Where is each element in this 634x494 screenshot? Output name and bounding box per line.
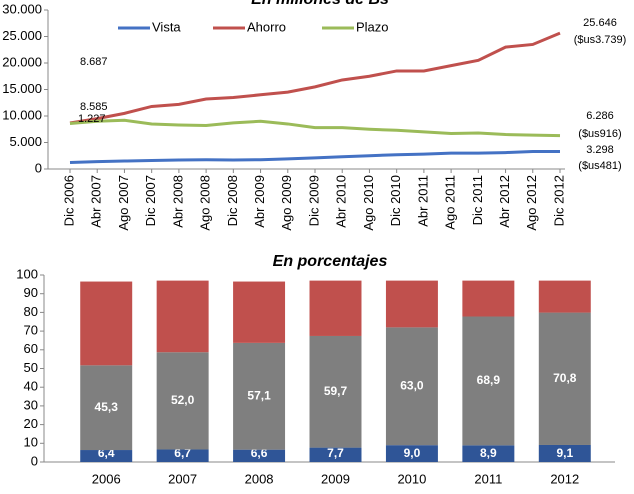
x-tick-label: 2012 bbox=[550, 471, 579, 486]
x-tick-label: Dic 2006 bbox=[61, 175, 76, 226]
y-tick-label: 5.000 bbox=[9, 134, 42, 149]
line-series bbox=[69, 118, 561, 138]
chart-title: En porcentajes bbox=[273, 253, 388, 270]
bar-segment bbox=[385, 280, 438, 328]
bar-segment bbox=[462, 280, 515, 317]
x-tick-label: Dic 2009 bbox=[306, 175, 321, 226]
annotation: ($us3.739) bbox=[574, 34, 627, 46]
legend-label: Plazo bbox=[356, 19, 389, 34]
annotation: 6.286 bbox=[586, 110, 614, 122]
y-tick-label: 20 bbox=[24, 416, 38, 431]
annotation: 3.298 bbox=[586, 144, 614, 156]
y-tick-label: 0 bbox=[31, 453, 38, 468]
bar-label: 63,0 bbox=[400, 378, 424, 392]
y-tick-label: 25.000 bbox=[2, 28, 42, 43]
legend-label: Vista bbox=[152, 19, 181, 34]
bar-label: 52,0 bbox=[171, 393, 195, 407]
bar-label: 57,1 bbox=[247, 388, 271, 402]
y-tick-label: 0 bbox=[35, 160, 42, 175]
x-tick-label: 2010 bbox=[397, 471, 426, 486]
x-tick-label: Dic 2011 bbox=[470, 175, 485, 225]
bar-segment bbox=[538, 312, 591, 445]
y-tick-label: 10.000 bbox=[2, 107, 42, 122]
bar-segment bbox=[156, 280, 209, 353]
y-tick-label: 90 bbox=[24, 285, 38, 300]
bar-segment bbox=[309, 447, 362, 462]
bar-segment bbox=[462, 445, 515, 462]
bar-label: 8,9 bbox=[480, 446, 497, 460]
bar-label: 6,6 bbox=[251, 446, 268, 460]
y-tick-label: 40 bbox=[24, 379, 38, 394]
bar-segment bbox=[538, 280, 591, 313]
bar-label: 70,8 bbox=[553, 371, 577, 385]
bar-segment bbox=[309, 280, 362, 336]
y-tick-label: 100 bbox=[16, 266, 38, 281]
x-tick-label: Ago 2008 bbox=[198, 175, 213, 231]
y-tick-label: 80 bbox=[24, 304, 38, 319]
x-tick-label: Abr 2008 bbox=[170, 175, 185, 228]
x-tick-label: Abr 2010 bbox=[334, 175, 349, 228]
x-tick-label: Abr 2011 bbox=[415, 175, 430, 227]
y-tick-label: 15.000 bbox=[2, 81, 42, 96]
line-series bbox=[69, 31, 561, 125]
annotation: 8.687 bbox=[80, 56, 108, 68]
x-tick-label: 2006 bbox=[92, 471, 121, 486]
bar-label: 9,0 bbox=[404, 446, 421, 460]
legend-label: Ahorro bbox=[247, 19, 286, 34]
bar-segment bbox=[233, 281, 286, 343]
x-tick-label: Dic 2012 bbox=[551, 175, 566, 226]
bar-label: 7,7 bbox=[327, 446, 344, 460]
annotation: 8.585 bbox=[80, 101, 108, 113]
bar-segment bbox=[538, 444, 591, 462]
bar-segment bbox=[156, 449, 209, 462]
bar-label: 6,7 bbox=[174, 446, 191, 460]
bar-label: 59,7 bbox=[324, 384, 348, 398]
y-tick-label: 30 bbox=[24, 397, 38, 412]
x-tick-label: Ago 2007 bbox=[116, 175, 131, 231]
y-tick-label: 50 bbox=[24, 360, 38, 375]
annotation: 25.646 bbox=[583, 17, 617, 29]
chart-title: En millones de Bs bbox=[251, 0, 389, 8]
bar-label: 9,1 bbox=[556, 446, 573, 460]
bar-label: 45,3 bbox=[95, 400, 119, 414]
annotation: ($us916) bbox=[578, 128, 621, 140]
x-tick-label: Abr 2012 bbox=[497, 175, 512, 228]
bar-segment bbox=[462, 316, 515, 446]
line-series bbox=[69, 150, 561, 164]
bar-segment bbox=[385, 445, 438, 462]
x-tick-label: Ago 2011 bbox=[443, 175, 458, 230]
x-tick-label: Ago 2012 bbox=[524, 175, 539, 231]
y-tick-label: 20.000 bbox=[2, 54, 42, 69]
annotation: 1.227 bbox=[78, 113, 106, 125]
x-tick-label: Dic 2007 bbox=[143, 175, 158, 226]
x-tick-label: Dic 2008 bbox=[225, 175, 240, 226]
x-tick-label: 2007 bbox=[168, 471, 197, 486]
annotation: ($us481) bbox=[578, 160, 621, 172]
y-tick-label: 30.000 bbox=[2, 1, 42, 16]
x-tick-label: Dic 2010 bbox=[388, 175, 403, 226]
x-tick-label: Ago 2010 bbox=[361, 175, 376, 231]
bar-segment bbox=[80, 365, 133, 451]
bar-segment bbox=[156, 352, 209, 450]
x-tick-label: Ago 2009 bbox=[279, 175, 294, 231]
y-tick-label: 10 bbox=[24, 435, 38, 450]
x-tick-label: Abr 2007 bbox=[89, 175, 104, 228]
x-tick-label: 2009 bbox=[321, 471, 350, 486]
y-tick-label: 70 bbox=[24, 323, 38, 338]
x-tick-label: 2008 bbox=[245, 471, 274, 486]
bar-segment bbox=[385, 327, 438, 446]
bar-segment bbox=[233, 449, 286, 462]
bar-segment bbox=[233, 342, 286, 450]
y-tick-label: 60 bbox=[24, 341, 38, 356]
bar-label: 68,9 bbox=[477, 373, 501, 387]
x-tick-label: 2011 bbox=[474, 471, 502, 486]
bar-segment bbox=[80, 281, 133, 366]
bar-segment bbox=[80, 450, 133, 462]
bar-segment bbox=[309, 335, 362, 448]
x-tick-label: Abr 2009 bbox=[252, 175, 267, 228]
